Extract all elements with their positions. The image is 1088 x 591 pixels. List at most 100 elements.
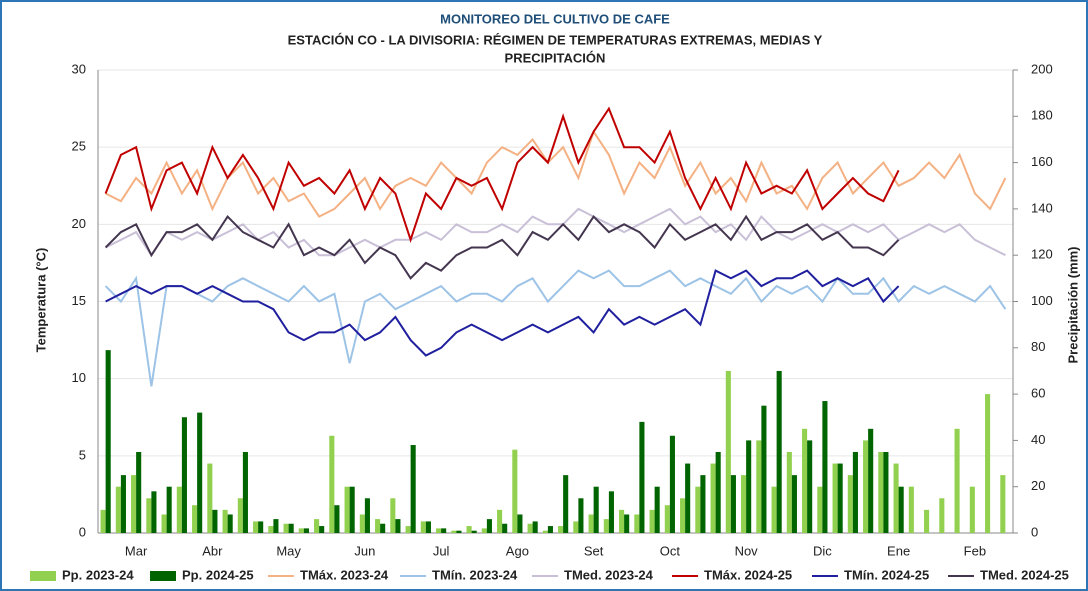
bar <box>131 475 137 533</box>
bar <box>715 451 721 533</box>
bar <box>471 530 477 533</box>
legend-swatch <box>150 571 176 581</box>
bar <box>395 519 401 533</box>
bar <box>298 528 304 533</box>
bar <box>497 509 503 533</box>
bar <box>420 521 426 533</box>
y-tick-label: 25 <box>72 139 86 154</box>
bar <box>868 428 874 533</box>
bar <box>761 405 767 533</box>
bar <box>547 526 553 533</box>
y-axis-label: Temperatura (°C) <box>33 248 48 353</box>
bar <box>588 514 594 533</box>
y2-tick-label: 100 <box>1031 293 1053 308</box>
bar <box>527 523 533 533</box>
bar <box>380 523 386 533</box>
y2-axis-label: Precipitación (mm) <box>1065 246 1080 363</box>
bar <box>283 523 289 533</box>
bar <box>619 509 625 533</box>
bar <box>176 486 182 533</box>
chart-subtitle: ESTACIÓN CO - LA DIVISORIA: RÉGIMEN DE T… <box>288 32 823 47</box>
bar <box>181 417 187 533</box>
bar <box>512 449 518 533</box>
bar <box>776 370 782 533</box>
chart-subtitle: PRECIPITACIÓN <box>505 50 606 65</box>
bar <box>532 521 538 533</box>
x-tick-label: Ago <box>506 543 529 558</box>
bar <box>242 451 248 533</box>
bar <box>456 530 462 533</box>
bar <box>115 486 121 533</box>
y2-tick-label: 80 <box>1031 339 1045 354</box>
bar <box>502 523 508 533</box>
x-tick-label: Dic <box>813 543 832 558</box>
bar <box>314 519 320 533</box>
bar <box>847 475 853 533</box>
bar <box>136 451 142 533</box>
bar <box>954 428 960 533</box>
bar <box>603 519 609 533</box>
x-tick-label: Nov <box>735 543 759 558</box>
y2-tick-label: 140 <box>1031 200 1053 215</box>
legend-label: TMáx. 2024-25 <box>704 567 792 582</box>
bar <box>685 463 691 533</box>
bar <box>893 463 899 533</box>
bar <box>105 350 111 533</box>
bar <box>237 498 243 533</box>
legend-label: TMáx. 2023-24 <box>300 567 389 582</box>
bar <box>695 486 701 533</box>
legend-label: TMed. 2024-25 <box>980 567 1069 582</box>
bar <box>197 412 203 533</box>
bar <box>120 475 126 533</box>
bar <box>639 421 645 533</box>
x-tick-label: Jun <box>354 543 375 558</box>
legend-label: Pp. 2024-25 <box>182 567 254 582</box>
legend-swatch <box>30 571 56 581</box>
bar <box>746 440 752 533</box>
bar <box>166 486 172 533</box>
y2-tick-label: 40 <box>1031 432 1045 447</box>
bar <box>390 498 396 533</box>
line <box>104 106 900 243</box>
y-tick-label: 15 <box>72 293 86 308</box>
bar <box>303 528 309 533</box>
bar <box>802 428 808 533</box>
bar <box>466 526 472 533</box>
bar <box>664 505 670 533</box>
bar <box>100 509 106 533</box>
bar <box>207 463 213 533</box>
bar <box>807 440 813 533</box>
y2-tick-label: 0 <box>1031 524 1038 539</box>
bar <box>344 486 350 533</box>
bar <box>878 451 884 533</box>
bar <box>578 498 584 533</box>
bar <box>436 528 442 533</box>
bar <box>359 514 365 533</box>
y2-tick-label: 200 <box>1031 61 1053 76</box>
bar <box>883 451 889 533</box>
bar <box>680 498 686 533</box>
bar <box>451 530 457 533</box>
legend-label: TMín. 2024-25 <box>844 567 929 582</box>
bar <box>756 440 762 533</box>
bar <box>608 491 614 533</box>
y2-tick-label: 60 <box>1031 386 1045 401</box>
bar <box>649 509 655 533</box>
bar <box>573 521 579 533</box>
y2-tick-label: 20 <box>1031 478 1045 493</box>
x-tick-label: Ene <box>887 543 910 558</box>
x-tick-label: Feb <box>964 543 986 558</box>
bar <box>222 509 228 533</box>
bar <box>817 486 823 533</box>
bar <box>1000 475 1006 533</box>
bar <box>710 463 716 533</box>
line <box>105 269 900 357</box>
x-tick-label: Set <box>584 543 604 558</box>
bar <box>791 475 797 533</box>
bar <box>725 370 731 533</box>
bar <box>349 486 355 533</box>
bar <box>654 486 660 533</box>
bar <box>634 514 640 533</box>
bar <box>542 530 548 533</box>
